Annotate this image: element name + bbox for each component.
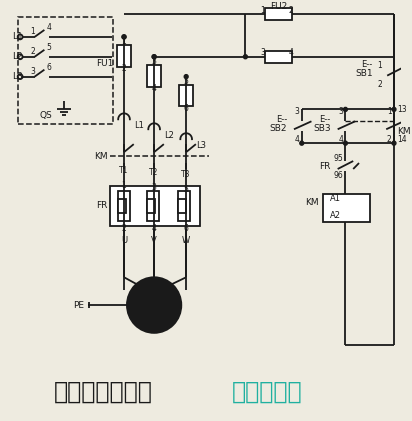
Bar bbox=[147, 199, 155, 213]
Text: 4: 4 bbox=[152, 84, 157, 93]
Text: 2: 2 bbox=[289, 5, 293, 15]
Text: KM: KM bbox=[94, 152, 108, 160]
Text: L2: L2 bbox=[12, 52, 23, 61]
Text: L3: L3 bbox=[12, 72, 23, 81]
Circle shape bbox=[122, 35, 126, 39]
Bar bbox=[118, 199, 126, 213]
Bar bbox=[147, 191, 159, 221]
Bar bbox=[179, 85, 193, 107]
Text: 3: 3 bbox=[30, 67, 35, 76]
Bar bbox=[178, 199, 186, 213]
Text: 95: 95 bbox=[334, 154, 344, 163]
Text: 96: 96 bbox=[334, 171, 344, 181]
Bar bbox=[118, 191, 130, 221]
Bar bbox=[265, 51, 292, 63]
Text: 2: 2 bbox=[122, 224, 126, 233]
Text: 2: 2 bbox=[377, 80, 382, 89]
Circle shape bbox=[344, 141, 347, 145]
Text: 2: 2 bbox=[30, 47, 35, 56]
Text: KM: KM bbox=[306, 198, 319, 207]
Circle shape bbox=[184, 75, 188, 79]
Text: E--: E-- bbox=[276, 115, 287, 124]
Text: 4: 4 bbox=[47, 24, 52, 32]
Circle shape bbox=[392, 107, 396, 112]
Text: FU2: FU2 bbox=[270, 2, 287, 11]
Text: 4: 4 bbox=[289, 48, 293, 57]
Text: FR: FR bbox=[319, 162, 331, 171]
Circle shape bbox=[152, 55, 156, 59]
Text: L1: L1 bbox=[12, 32, 23, 41]
Circle shape bbox=[344, 107, 347, 112]
Text: 3: 3 bbox=[260, 48, 265, 57]
Text: 4: 4 bbox=[295, 135, 299, 144]
Text: 2: 2 bbox=[122, 64, 126, 73]
Text: QS: QS bbox=[40, 111, 53, 120]
Text: 1: 1 bbox=[122, 181, 126, 190]
Text: A1: A1 bbox=[330, 195, 341, 203]
Circle shape bbox=[122, 35, 126, 39]
Bar bbox=[178, 191, 190, 221]
Text: SB3: SB3 bbox=[313, 124, 331, 133]
Text: 14: 14 bbox=[397, 135, 407, 144]
Text: E--: E-- bbox=[320, 115, 331, 124]
Bar bbox=[265, 8, 292, 20]
Text: L2: L2 bbox=[164, 131, 174, 140]
Text: SB1: SB1 bbox=[355, 69, 372, 78]
Text: 电动机点动、连: 电动机点动、连 bbox=[54, 379, 153, 403]
Text: 6: 6 bbox=[47, 63, 52, 72]
Text: FR: FR bbox=[96, 201, 108, 210]
Text: W: W bbox=[182, 236, 190, 245]
Text: 5: 5 bbox=[47, 43, 52, 52]
Text: 自动利锁接: 自动利锁接 bbox=[232, 379, 302, 403]
Text: 4: 4 bbox=[152, 224, 157, 233]
Text: 1: 1 bbox=[260, 5, 265, 15]
Bar bbox=[110, 186, 200, 226]
Text: T2: T2 bbox=[150, 168, 159, 178]
Text: L3: L3 bbox=[196, 141, 206, 149]
Circle shape bbox=[243, 55, 247, 59]
Text: T3: T3 bbox=[181, 171, 191, 179]
Text: 4: 4 bbox=[338, 135, 343, 144]
Bar bbox=[18, 17, 113, 124]
Text: 6: 6 bbox=[184, 224, 189, 233]
Text: 3: 3 bbox=[295, 107, 299, 116]
Text: FU1: FU1 bbox=[96, 59, 113, 68]
Text: 3: 3 bbox=[152, 57, 157, 66]
Text: 3: 3 bbox=[152, 184, 157, 192]
Text: U: U bbox=[121, 236, 127, 245]
Circle shape bbox=[300, 141, 304, 145]
Text: 6: 6 bbox=[184, 104, 189, 113]
Text: 13: 13 bbox=[397, 105, 407, 114]
Text: E--: E-- bbox=[361, 60, 372, 69]
Text: 5: 5 bbox=[184, 185, 189, 195]
Text: 1: 1 bbox=[387, 107, 391, 116]
Bar bbox=[323, 194, 370, 221]
Text: M: M bbox=[147, 290, 161, 304]
Text: 3~: 3~ bbox=[146, 309, 162, 319]
Text: T1: T1 bbox=[119, 166, 129, 176]
Text: KM: KM bbox=[397, 127, 410, 136]
Circle shape bbox=[152, 55, 156, 59]
Text: 3: 3 bbox=[338, 107, 343, 116]
Text: 1: 1 bbox=[122, 37, 126, 46]
Text: V: V bbox=[151, 236, 157, 245]
Text: SB2: SB2 bbox=[270, 124, 287, 133]
Text: A2: A2 bbox=[330, 211, 341, 220]
Text: L1: L1 bbox=[134, 121, 144, 130]
Text: 5: 5 bbox=[184, 77, 189, 86]
Text: 2: 2 bbox=[387, 135, 391, 144]
Text: 1: 1 bbox=[377, 61, 382, 70]
Circle shape bbox=[392, 141, 396, 145]
Bar bbox=[147, 65, 161, 87]
Bar bbox=[117, 45, 131, 67]
Text: 1: 1 bbox=[30, 27, 35, 36]
Text: PE: PE bbox=[73, 301, 84, 309]
Circle shape bbox=[127, 277, 181, 333]
